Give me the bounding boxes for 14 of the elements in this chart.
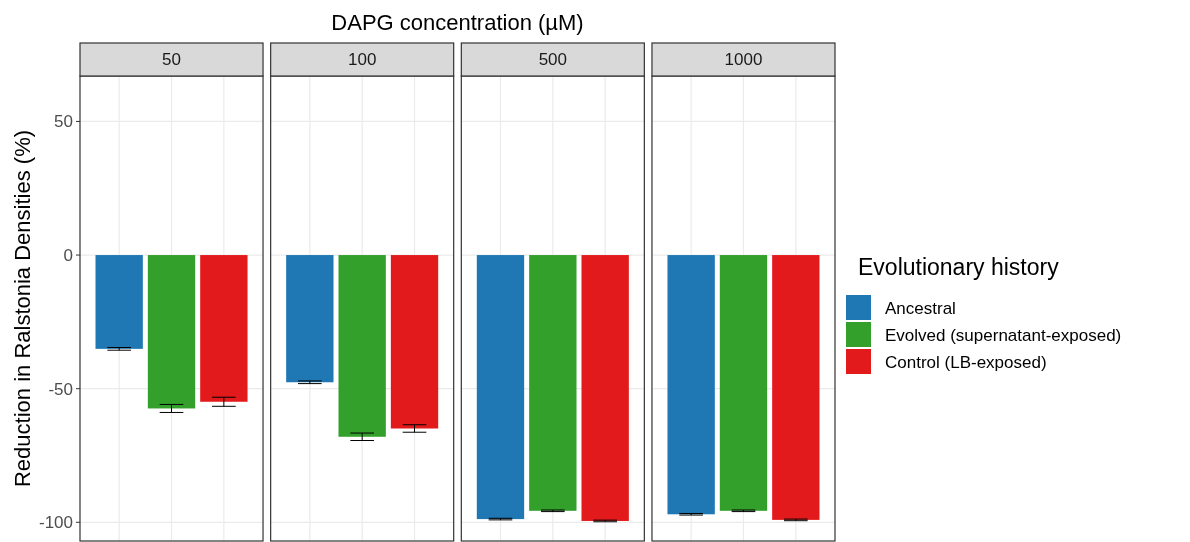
legend-label: Control (LB-exposed) — [885, 352, 1047, 372]
y-axis-title: Reduction in Ralstonia Densities (%) — [10, 129, 35, 488]
y-tick-label: -100 — [38, 513, 73, 533]
legend-label: Evolved (supernatant-exposed) — [885, 325, 1122, 345]
y-tick-label: 50 — [54, 112, 73, 132]
y-tick-label: -50 — [48, 379, 73, 399]
x-tick-label: 50 — [162, 50, 181, 70]
x-tick-label: 100 — [347, 50, 377, 70]
legend-label: Ancestral — [885, 298, 956, 318]
x-tick-label: 1000 — [724, 50, 763, 70]
x-tick-label: 500 — [538, 50, 568, 70]
legend-title: Evolutionary history — [858, 254, 1060, 280]
x-axis-title: DAPG concentration (µM) — [331, 10, 584, 35]
y-tick-label: 0 — [63, 246, 73, 265]
